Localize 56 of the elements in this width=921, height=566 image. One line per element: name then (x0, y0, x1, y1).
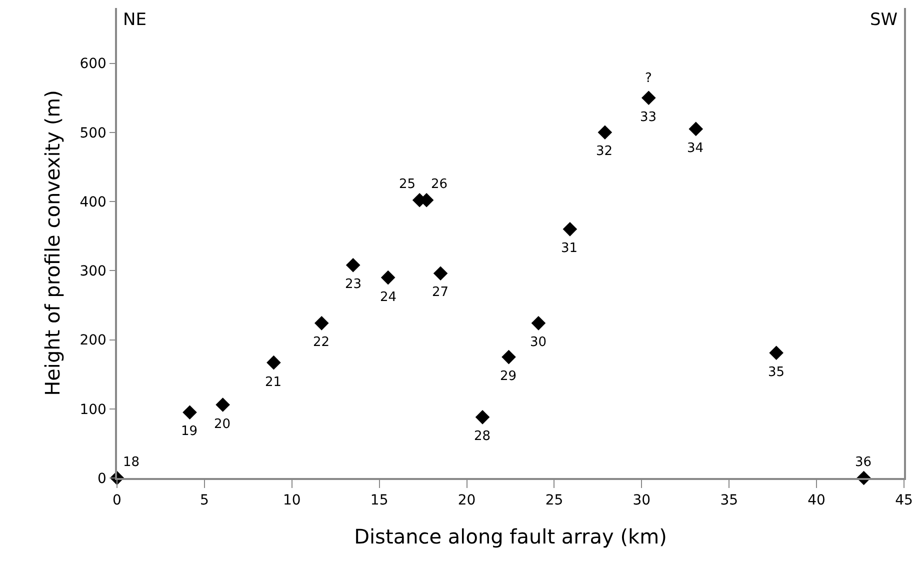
annotation: 27 (432, 285, 449, 300)
annotation: NE (123, 10, 146, 30)
point (346, 258, 360, 272)
x-tick-label: 0 (112, 492, 122, 509)
y-tick-label: 100 (80, 402, 106, 418)
point (266, 355, 281, 370)
annotation: 31 (561, 241, 578, 256)
y-tick-label: 200 (80, 332, 106, 349)
point (502, 350, 516, 364)
x-tick-label: 25 (545, 492, 564, 509)
x-tick-label: 45 (895, 492, 913, 509)
point (642, 90, 656, 105)
annotation: 26 (431, 177, 448, 192)
x-tick-label: 10 (282, 492, 301, 509)
point (216, 398, 230, 412)
annotation: ? (645, 71, 652, 86)
annotation: 36 (855, 455, 872, 470)
x-tick-label: 30 (632, 492, 651, 509)
x-tick-label: 20 (458, 492, 476, 509)
y-tick-label: 0 (98, 470, 106, 487)
point (314, 316, 329, 330)
annotation: 18 (123, 455, 140, 470)
y-tick-label: 400 (80, 194, 106, 210)
annotation: SW (870, 10, 898, 30)
annotation: 24 (380, 290, 397, 305)
annotation: 28 (474, 429, 491, 444)
point (531, 316, 546, 330)
y-tick-label: 300 (80, 264, 106, 280)
annotation: 23 (345, 277, 362, 292)
point (433, 266, 448, 281)
y-tick-label: 500 (80, 125, 106, 142)
annotation: 33 (640, 110, 657, 125)
x-tick-label: 15 (370, 492, 388, 509)
x-tick-label: 5 (200, 492, 209, 509)
y-tick-label: 600 (80, 56, 106, 72)
point (598, 125, 612, 140)
x-axis-title: Distance along fault array (km) (354, 524, 667, 549)
annotation: 29 (500, 369, 517, 384)
point (562, 222, 578, 236)
point (688, 122, 704, 136)
point (769, 346, 784, 360)
annotation: 19 (181, 424, 198, 439)
annotation: 22 (313, 335, 330, 350)
annotation: 35 (768, 365, 785, 380)
x-tick-label: 40 (808, 492, 826, 509)
annotation: 21 (265, 375, 282, 390)
x-tick-label: 35 (720, 492, 738, 509)
point (475, 410, 490, 424)
point (380, 270, 396, 285)
y-axis-title: Height of profile convexity (m) (40, 90, 65, 396)
point (182, 405, 197, 420)
annotation: 20 (214, 417, 231, 432)
annotation: 25 (399, 177, 416, 192)
annotation: 34 (687, 141, 704, 156)
annotation: 30 (530, 335, 547, 350)
annotation: 32 (596, 144, 613, 159)
